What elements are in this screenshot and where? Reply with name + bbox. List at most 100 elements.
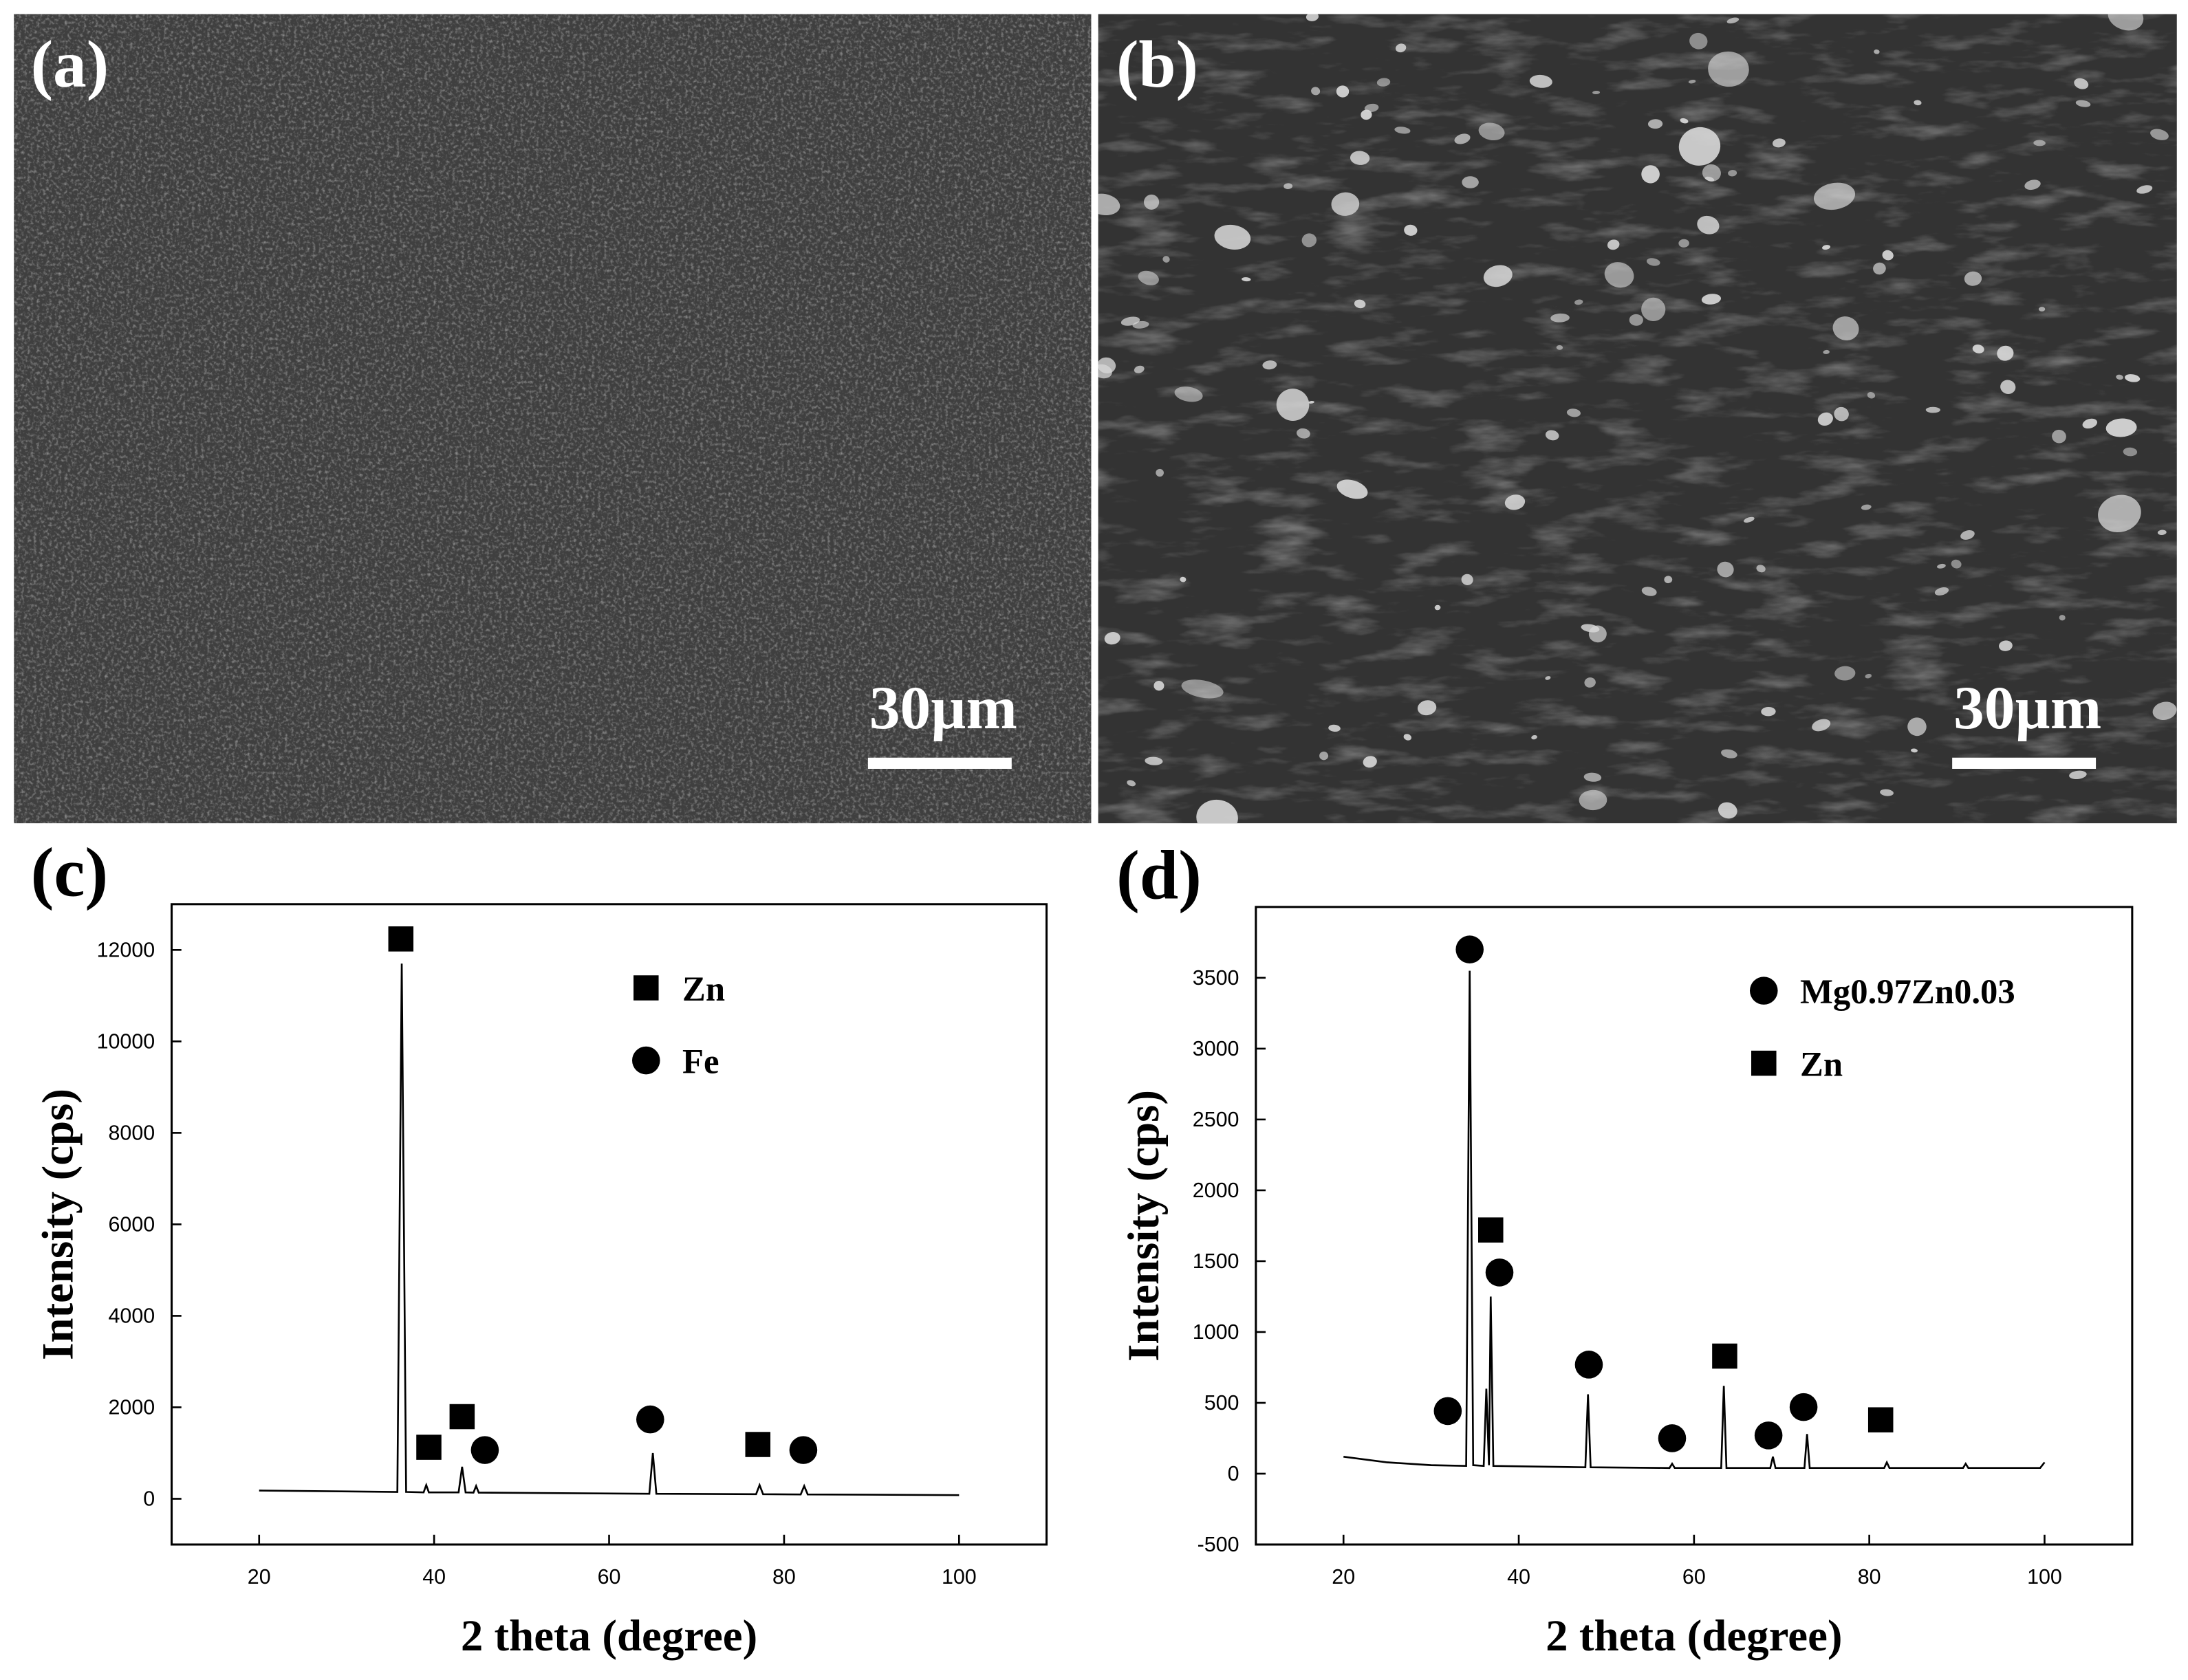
x-tick-label: 20 [248,1565,271,1589]
particle [1336,85,1350,98]
particle [1098,357,1116,374]
particle [2033,140,2046,146]
particle [1181,679,1224,699]
particle [1196,799,1238,824]
particle [2074,78,2089,89]
particle [2098,494,2141,532]
x-tick-label: 40 [422,1565,446,1589]
particle [1937,563,1946,569]
panel-label: (d) [1116,837,1202,914]
particle [1545,676,1551,680]
particle [1823,349,1830,354]
particle [2123,447,2138,457]
x-tick-label: 20 [1332,1565,1355,1589]
phase-marker [1867,1407,1894,1432]
legend-symbol [633,975,659,1001]
particle [1331,192,1360,216]
particle [1964,271,1982,286]
particle [1104,632,1120,645]
particle [1138,270,1159,285]
particle [1319,751,1329,761]
phase-marker [1658,1424,1687,1452]
particle [1960,530,1975,540]
particle [1174,386,1203,402]
particle [1756,565,1766,573]
x-axis-label: 2 theta (degree) [1546,1611,1842,1661]
legend-symbol [1751,1050,1777,1076]
particle [1813,182,1856,210]
phase-marker [789,1436,818,1464]
particle [1607,239,1620,250]
particle [1417,700,1437,716]
particle [1697,215,1720,234]
y-tick-label: -500 [1198,1533,1239,1556]
y-tick-label: 1000 [1193,1320,1239,1344]
particle [1127,780,1136,787]
particle [1708,51,1749,87]
scale-bar-label: 30µm [1953,674,2101,742]
x-axis-label: 2 theta (degree) [461,1611,757,1661]
particle [2108,14,2144,31]
y-tick-label: 4000 [108,1305,155,1328]
particle [1308,400,1314,404]
particle [1689,32,1708,50]
particle [1214,224,1251,250]
y-tick-label: 12000 [97,938,155,961]
particle [1721,749,1737,759]
particle [2116,374,2123,380]
legend-symbol [1749,977,1778,1005]
particle [1461,574,1473,585]
particle [1641,297,1666,321]
particle [1306,14,1319,21]
particle [2075,100,2091,107]
particle [1350,151,1370,165]
particle [1363,756,1377,768]
particle [1376,78,1391,87]
particle [2000,380,2016,394]
particle [1574,299,1583,305]
phase-marker [1754,1421,1783,1450]
panel-label: (c) [31,834,109,911]
particle [1143,194,1160,210]
particle [1462,176,1479,188]
panel-label: (a) [31,28,109,102]
particle [1162,256,1170,263]
x-tick-label: 60 [1682,1565,1706,1589]
xrd-pattern [259,963,960,1496]
particle [1588,625,1607,643]
particle [1180,576,1187,582]
phase-marker [1455,935,1484,963]
phase-marker [470,1436,499,1464]
y-tick-label: 6000 [108,1213,155,1236]
x-tick-label: 40 [1507,1565,1530,1589]
particle [1664,576,1673,584]
particle [1354,299,1366,309]
particle [1156,468,1164,477]
phase-marker [1789,1393,1818,1421]
legend-label: Zn [1800,1045,1843,1083]
particle [1336,479,1368,499]
legend-label: Fe [682,1042,719,1080]
phase-marker [1574,1351,1603,1379]
legend-symbol [632,1046,660,1075]
particle [2152,701,2177,720]
y-tick-label: 3500 [1193,966,1239,990]
particle [1832,316,1859,341]
particle [1678,127,1721,166]
phase-marker [1433,1397,1462,1426]
panel-label: (b) [1116,28,1198,102]
x-tick-label: 60 [598,1565,621,1589]
particle [1880,789,1894,796]
particle [2038,307,2046,312]
sem-texture [1098,14,2177,824]
particle [1874,49,1880,54]
particle [1132,320,1149,329]
phase-marker [1712,1343,1737,1369]
particle [1728,170,1737,177]
y-axis-label: Intensity (cps) [1119,1090,1169,1362]
particle [2052,429,2066,444]
particle [1744,516,1755,523]
y-tick-label: 500 [1204,1391,1239,1415]
